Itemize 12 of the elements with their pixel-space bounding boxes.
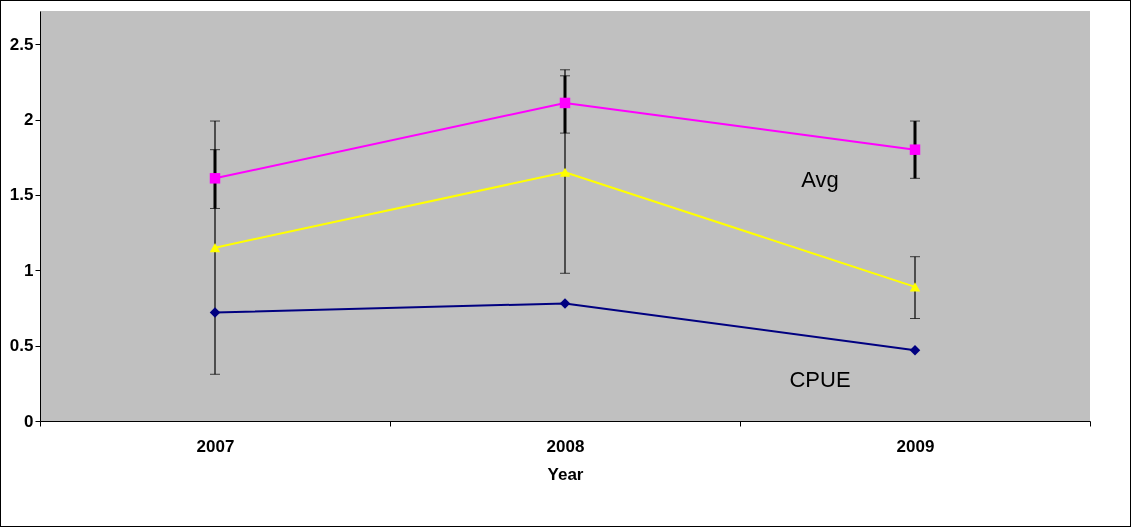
x-tick-label: 2007 xyxy=(196,436,235,456)
y-tick-label: 2.5 xyxy=(9,34,34,54)
y-tick-label: 2 xyxy=(24,110,34,130)
y-tick-label: 0 xyxy=(24,411,34,431)
x-tick-label: 2009 xyxy=(896,436,935,456)
series-label: CPUE xyxy=(789,367,851,393)
y-tick-label: 0.5 xyxy=(9,336,34,356)
y-tick-label: 1 xyxy=(24,260,34,280)
x-axis-title: Year xyxy=(547,464,584,484)
y-tick-label: 1.5 xyxy=(9,185,34,205)
series-label: Avg xyxy=(801,166,839,192)
x-tick-label: 2008 xyxy=(546,436,585,456)
